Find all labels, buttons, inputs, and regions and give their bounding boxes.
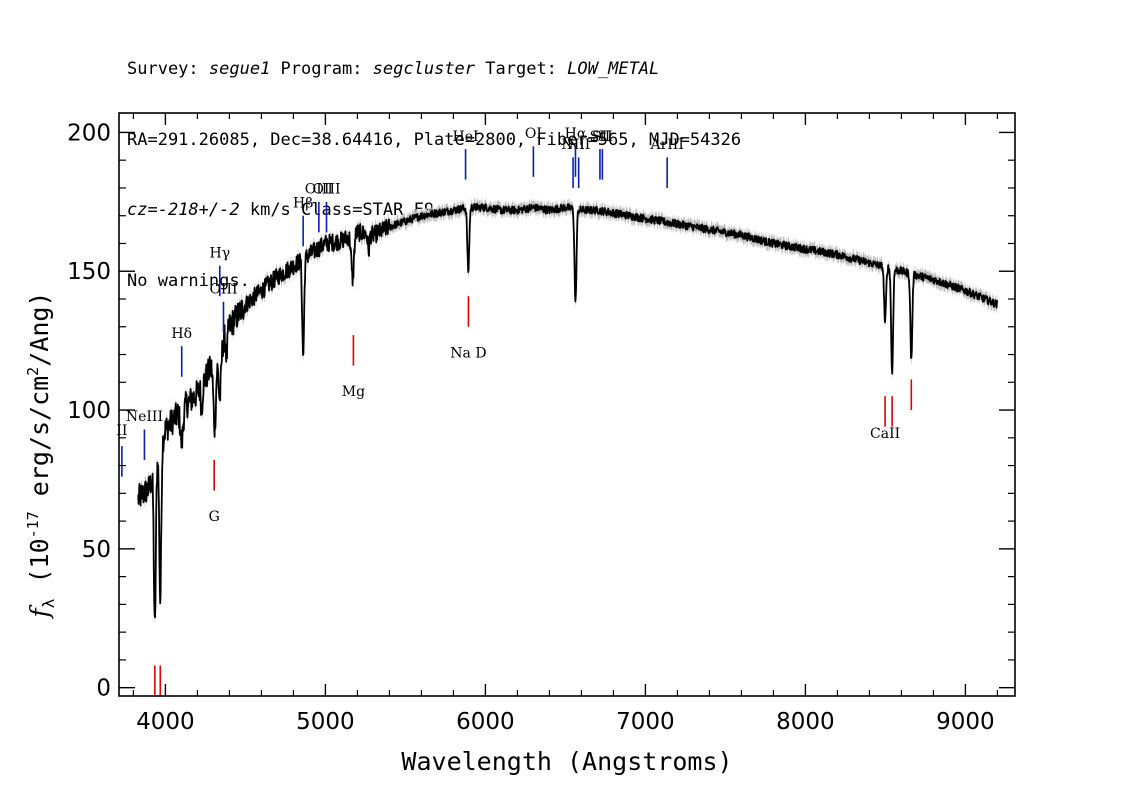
cz-label: cz= xyxy=(127,200,158,220)
y-tick-label: 150 xyxy=(67,259,111,285)
target-value: LOW_METAL xyxy=(567,59,660,79)
y-tick-label: 50 xyxy=(82,537,111,563)
x-tick-label: 5000 xyxy=(296,709,355,735)
emission-line-label: OI xyxy=(525,126,542,142)
absorption-line-label: Mg xyxy=(342,384,365,400)
plot-frame xyxy=(118,112,1016,697)
axes-layer: 4000 5000 6000 7000 8000 9000 0 50 100 150 200 xyxy=(67,113,1015,735)
x-tick-label: 7000 xyxy=(616,709,675,735)
header-line-2: RA=291.26085, Dec=38.64416, Plate=2800, … xyxy=(127,129,742,150)
absorption-line-label: CaII xyxy=(870,426,900,442)
absorption-line-label: G xyxy=(209,509,220,525)
absorption-line-label: Na D xyxy=(450,345,486,361)
header-line-4: No warnings. xyxy=(127,270,250,291)
target-label: Target: xyxy=(475,59,568,79)
emission-line-label: HeI xyxy=(453,129,479,145)
x-tick-label: 9000 xyxy=(936,709,995,735)
x-axis-label: Wavelength (Angstroms) xyxy=(401,747,732,776)
program-value: segcluster xyxy=(372,59,476,79)
program-label: Program: xyxy=(270,59,373,79)
emission-line-label: II xyxy=(116,423,127,439)
x-tick-label: 4000 xyxy=(136,709,195,735)
emission-line-label: NII xyxy=(561,137,584,153)
y-tick-label: 100 xyxy=(67,398,111,424)
emission-line-label: Hα xyxy=(565,126,587,142)
emission-line-label: SII xyxy=(592,129,613,145)
emission-line-label: OIII xyxy=(209,281,237,297)
y-tick-label: 0 xyxy=(96,676,111,702)
emission-line-label: Hβ xyxy=(293,195,313,211)
emission-line-label: NII xyxy=(567,137,590,153)
y-tick-label: 200 xyxy=(67,120,111,146)
emission-line-label: Hγ xyxy=(210,245,231,261)
x-tick-label: 8000 xyxy=(776,709,835,735)
emission-line-label: SII xyxy=(590,129,611,145)
emission-line-label: OIII xyxy=(312,182,340,198)
spectrum-line xyxy=(137,202,999,619)
emission-line-label: NeIII xyxy=(126,409,163,425)
cz-value: -218+/-2 xyxy=(157,200,240,220)
survey-label: Survey: xyxy=(127,59,209,79)
survey-value: segue1 xyxy=(208,59,271,79)
y-axis-label: fλ (10-17 erg/s/cm2/Ang) xyxy=(24,292,58,620)
header-line-1: Survey: segue1 Program: segcluster Targe… xyxy=(127,58,741,82)
emission-line-label: Hδ xyxy=(171,326,192,342)
x-tick-label: 6000 xyxy=(456,709,515,735)
spectrum-layer xyxy=(137,202,999,619)
emission-line-label: OIII xyxy=(305,182,333,198)
emission-line-label: ArIII xyxy=(649,137,683,153)
